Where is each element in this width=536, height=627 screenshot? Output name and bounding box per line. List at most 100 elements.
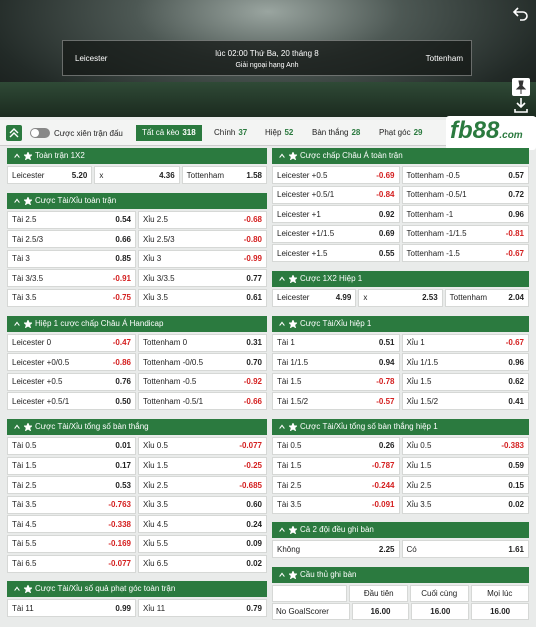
section-header[interactable]: Cầu thủ ghi bàn <box>272 566 529 583</box>
odds-cell[interactable]: Xỉu 0.5 -0.383 <box>401 436 529 455</box>
odds-cell[interactable]: Tottenham -0.5 0.57 <box>401 166 529 184</box>
favorite-icon[interactable] <box>289 570 297 579</box>
odds-cell[interactable]: Leicester +1 0.92 <box>272 205 400 224</box>
odds-cell[interactable]: Xỉu 3.5 0.02 <box>401 495 529 514</box>
odds-cell[interactable]: Tottenham -1 0.96 <box>401 205 529 224</box>
odds-cell[interactable]: Tottenham -0.5/1 0.72 <box>401 185 529 204</box>
odds-cell[interactable]: Leicester +1.5 0.55 <box>272 244 400 263</box>
odds-cell[interactable]: Tài 1.5/2 -0.57 <box>272 392 400 411</box>
odds-cell[interactable]: Tottenham -0/0.5 0.70 <box>138 353 267 372</box>
odds-cell[interactable]: Tottenham -0.5/1 -0.66 <box>138 392 267 411</box>
odds-cell[interactable]: Tài 1 0.51 <box>272 333 400 352</box>
odds-cell[interactable]: Tài 1/1.5 0.94 <box>272 353 400 372</box>
favorite-icon[interactable] <box>24 152 32 160</box>
odds-cell[interactable]: Leicester +0.5/1 -0.84 <box>272 185 400 204</box>
odds-cell[interactable]: Xỉu 2.5/3 -0.80 <box>138 230 267 249</box>
odds-cell[interactable]: Tài 1.5 -0.78 <box>272 372 400 391</box>
odds-cell[interactable]: Xỉu 4.5 0.24 <box>138 515 267 534</box>
odds-cell[interactable]: Leicester +0.5 -0.69 <box>272 166 400 184</box>
odds-cell[interactable]: Tài 3.5 -0.763 <box>7 495 136 514</box>
odds-cell[interactable]: Leicester +0.5 0.76 <box>7 372 136 391</box>
back-icon[interactable] <box>512 4 530 22</box>
odds-cell[interactable]: Tài 3.5 -0.091 <box>272 495 400 514</box>
odds[interactable]: 16.00 <box>471 602 529 620</box>
odds-cell[interactable]: Có 1.61 <box>401 540 529 559</box>
collapse-icon[interactable] <box>278 275 286 283</box>
collapse-button[interactable] <box>6 125 22 141</box>
odds-cell[interactable]: Xỉu 5.5 0.09 <box>138 534 267 553</box>
section-header[interactable]: Toàn trận 1X2 <box>7 148 267 164</box>
section-header[interactable]: Hiệp 1 cược chấp Châu Á Handicap <box>7 315 267 332</box>
collapse-icon[interactable] <box>278 152 286 160</box>
tab[interactable]: Tất cả kèo 318 <box>136 125 202 141</box>
tab[interactable]: Bàn thắng 28 <box>306 125 366 141</box>
collapse-icon[interactable] <box>13 152 21 160</box>
odds-cell[interactable]: x 2.53 <box>358 288 443 307</box>
odds-cell[interactable]: Xỉu 3.5 0.60 <box>138 495 267 514</box>
section-header[interactable]: Cả 2 đội đều ghi bàn <box>272 522 529 539</box>
odds-cell[interactable]: Xỉu 1.5 0.62 <box>401 372 529 391</box>
odds-cell[interactable]: Tài 1.5 0.17 <box>7 456 136 475</box>
favorite-icon[interactable] <box>24 422 32 431</box>
section-header[interactable]: Cược Tài/Xỉu tổng số bàn thắng <box>7 418 267 435</box>
section-header[interactable]: Cược Tài/Xỉu số quả phạt góc toàn trận <box>7 581 267 598</box>
favorite-icon[interactable] <box>289 526 297 535</box>
section-header[interactable]: Cược Tài/Xỉu tổng số bàn thắng hiệp 1 <box>272 418 529 435</box>
favorite-icon[interactable] <box>24 319 32 328</box>
odds-cell[interactable]: Xỉu 3/3.5 0.77 <box>138 269 267 288</box>
odds-cell[interactable]: Tottenham -1/1.5 -0.81 <box>401 224 529 243</box>
odds-cell[interactable]: x 4.36 <box>94 166 180 184</box>
collapse-icon[interactable] <box>13 320 21 328</box>
odds-cell[interactable]: Xỉu 1/1.5 0.96 <box>401 353 529 372</box>
odds-cell[interactable]: Tài 0.5 0.01 <box>7 436 136 455</box>
section-header[interactable]: Cược Tài/Xỉu toàn trận <box>7 192 267 209</box>
odds-cell[interactable]: Tài 2.5 0.54 <box>7 210 136 229</box>
odds[interactable]: 16.00 <box>351 602 410 620</box>
collapse-icon[interactable] <box>278 423 286 431</box>
odds-cell[interactable]: Leicester +1/1.5 0.69 <box>272 224 400 243</box>
odds-cell[interactable]: Tài 2.5/3 0.66 <box>7 230 136 249</box>
tab[interactable]: Hiệp 52 <box>259 125 299 141</box>
tab[interactable]: Chính 37 <box>208 125 253 141</box>
odds-cell[interactable]: Tài 6.5 -0.077 <box>7 554 136 573</box>
odds-cell[interactable]: Leicester 0 -0.47 <box>7 333 136 352</box>
odds-cell[interactable]: Leicester +0.5/1 0.50 <box>7 392 136 411</box>
odds-cell[interactable]: Leicester 5.20 <box>7 166 93 184</box>
collapse-icon[interactable] <box>13 585 21 593</box>
odds-cell[interactable]: Xỉu 3 -0.99 <box>138 249 267 268</box>
odds-cell[interactable]: Xỉu 1.5 0.59 <box>401 456 529 475</box>
odds-cell[interactable]: Xỉu 11 0.79 <box>138 599 267 618</box>
pin-icon[interactable] <box>512 78 530 96</box>
section-header[interactable]: Cược chấp Châu Á toàn trận <box>272 148 529 164</box>
odds-cell[interactable]: Tài 11 0.99 <box>7 599 136 618</box>
odds-cell[interactable]: Xỉu 1.5 -0.25 <box>138 456 267 475</box>
odds[interactable]: 16.00 <box>411 602 470 620</box>
odds-cell[interactable]: Tottenham 1.58 <box>181 166 267 184</box>
odds-cell[interactable]: Không 2.25 <box>272 540 400 559</box>
odds-cell[interactable]: Leicester +0/0.5 -0.86 <box>7 353 136 372</box>
odds-cell[interactable]: Tài 0.5 0.26 <box>272 436 400 455</box>
favorite-icon[interactable] <box>289 274 297 283</box>
favorite-icon[interactable] <box>289 152 297 160</box>
odds-cell[interactable]: Tài 4.5 -0.338 <box>7 515 136 534</box>
odds-cell[interactable]: Tottenham 0 0.31 <box>138 333 267 352</box>
favorite-icon[interactable] <box>289 319 297 328</box>
odds-cell[interactable]: Xỉu 2.5 -0.685 <box>138 476 267 495</box>
odds-cell[interactable]: Tài 2.5 -0.244 <box>272 476 400 495</box>
odds-cell[interactable]: Xỉu 1.5/2 0.41 <box>401 392 529 411</box>
favorite-icon[interactable] <box>24 196 32 205</box>
collapse-icon[interactable] <box>278 526 286 534</box>
odds-cell[interactable]: Xỉu 3.5 0.61 <box>138 288 267 307</box>
odds-cell[interactable]: Tottenham -0.5 -0.92 <box>138 372 267 391</box>
odds-cell[interactable]: Tottenham 2.04 <box>444 288 529 307</box>
favorite-icon[interactable] <box>289 422 297 431</box>
odds-cell[interactable]: Xỉu 1 -0.67 <box>401 333 529 352</box>
toggle[interactable] <box>30 128 50 138</box>
odds-cell[interactable]: Tài 5.5 -0.169 <box>7 534 136 553</box>
section-header[interactable]: Cược 1X2 Hiệp 1 <box>272 270 529 287</box>
odds-cell[interactable]: Tài 3.5 -0.75 <box>7 288 136 307</box>
odds-cell[interactable]: Tài 3 0.85 <box>7 249 136 268</box>
tab[interactable]: Phạt góc 29 <box>373 125 428 141</box>
odds-cell[interactable]: Tài 1.5 -0.787 <box>272 456 400 475</box>
odds-cell[interactable]: Tài 3/3.5 -0.91 <box>7 269 136 288</box>
